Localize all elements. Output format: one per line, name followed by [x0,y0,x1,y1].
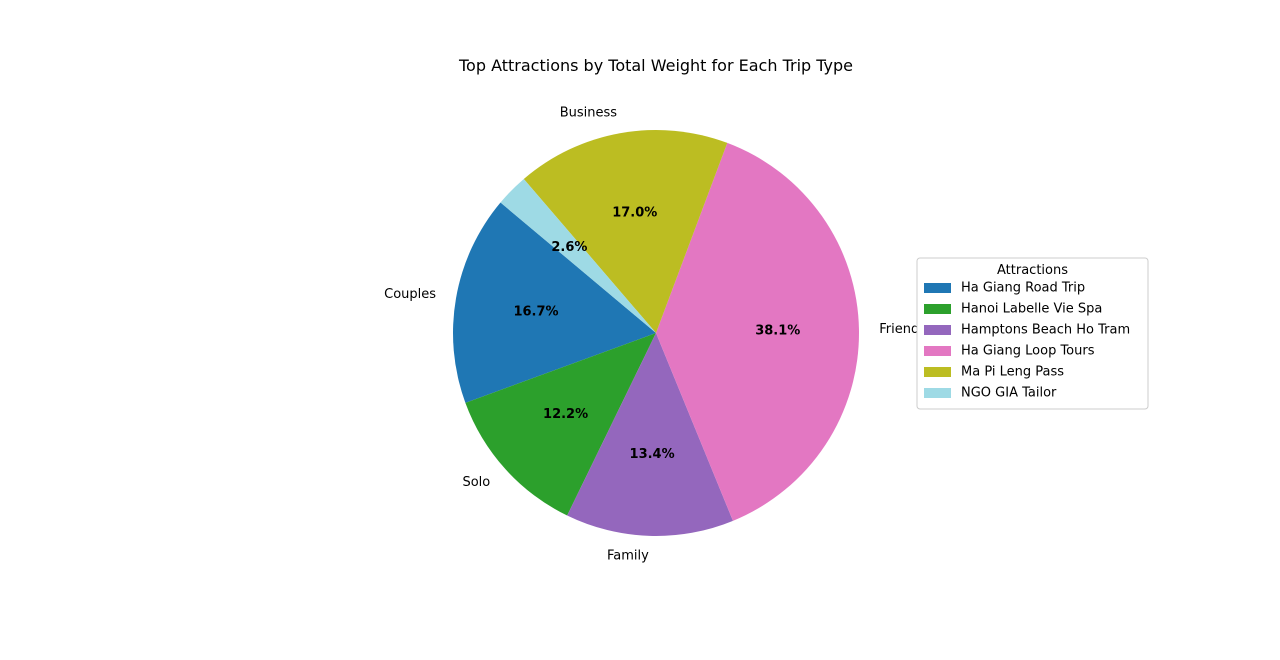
legend-label: Hanoi Labelle Vie Spa [961,302,1102,317]
slice-percent-label: 12.2% [543,407,588,422]
pie-slice [500,178,656,333]
slice-percent-label: 38.1% [755,324,800,339]
pie-slice [567,333,733,536]
slice-percent-label: 17.0% [612,206,657,221]
slice-percent-label: 16.7% [513,304,558,319]
legend-swatch [924,346,951,356]
slice-percent-label: 2.6% [551,240,587,255]
legend-frame [916,257,1149,410]
legend: Attractions Ha Giang Road Trip Hanoi Labe… [916,257,1149,410]
legend-swatch [924,283,951,293]
pie-slice [523,130,728,333]
pie-slice [656,142,859,521]
legend-swatch [924,304,951,314]
pie-slices [453,130,859,536]
legend-label: NGO GIA Tailor [961,386,1057,401]
slice-category-label: Family [607,549,649,564]
pie-percent-labels: 16.7% 12.2% 13.4% 38.1% 17.0% 2.6% [513,206,800,463]
legend-swatch [924,367,951,377]
pie-category-labels: Couples Solo Family Friends Business [384,106,926,564]
slice-category-label: Solo [462,475,490,490]
legend-label: Hamptons Beach Ho Tram [961,323,1130,338]
legend-label: Ma Pi Leng Pass [961,365,1064,380]
slice-percent-label: 13.4% [630,447,675,462]
slice-category-label: Friends [879,322,926,337]
legend-swatch [924,325,951,335]
pie-slice [453,202,656,403]
slice-category-label: Business [560,106,618,121]
legend-label: Ha Giang Loop Tours [961,344,1095,359]
legend-entries: Ha Giang Road Trip Hanoi Labelle Vie Spa H… [924,281,1130,401]
slice-category-label: Couples [384,287,436,302]
legend-label: Ha Giang Road Trip [961,281,1085,296]
pie-slice [465,333,656,516]
legend-title: Attractions [997,263,1068,278]
legend-swatch [924,388,951,398]
chart-title: Top Attractions by Total Weight for Each… [458,56,853,75]
